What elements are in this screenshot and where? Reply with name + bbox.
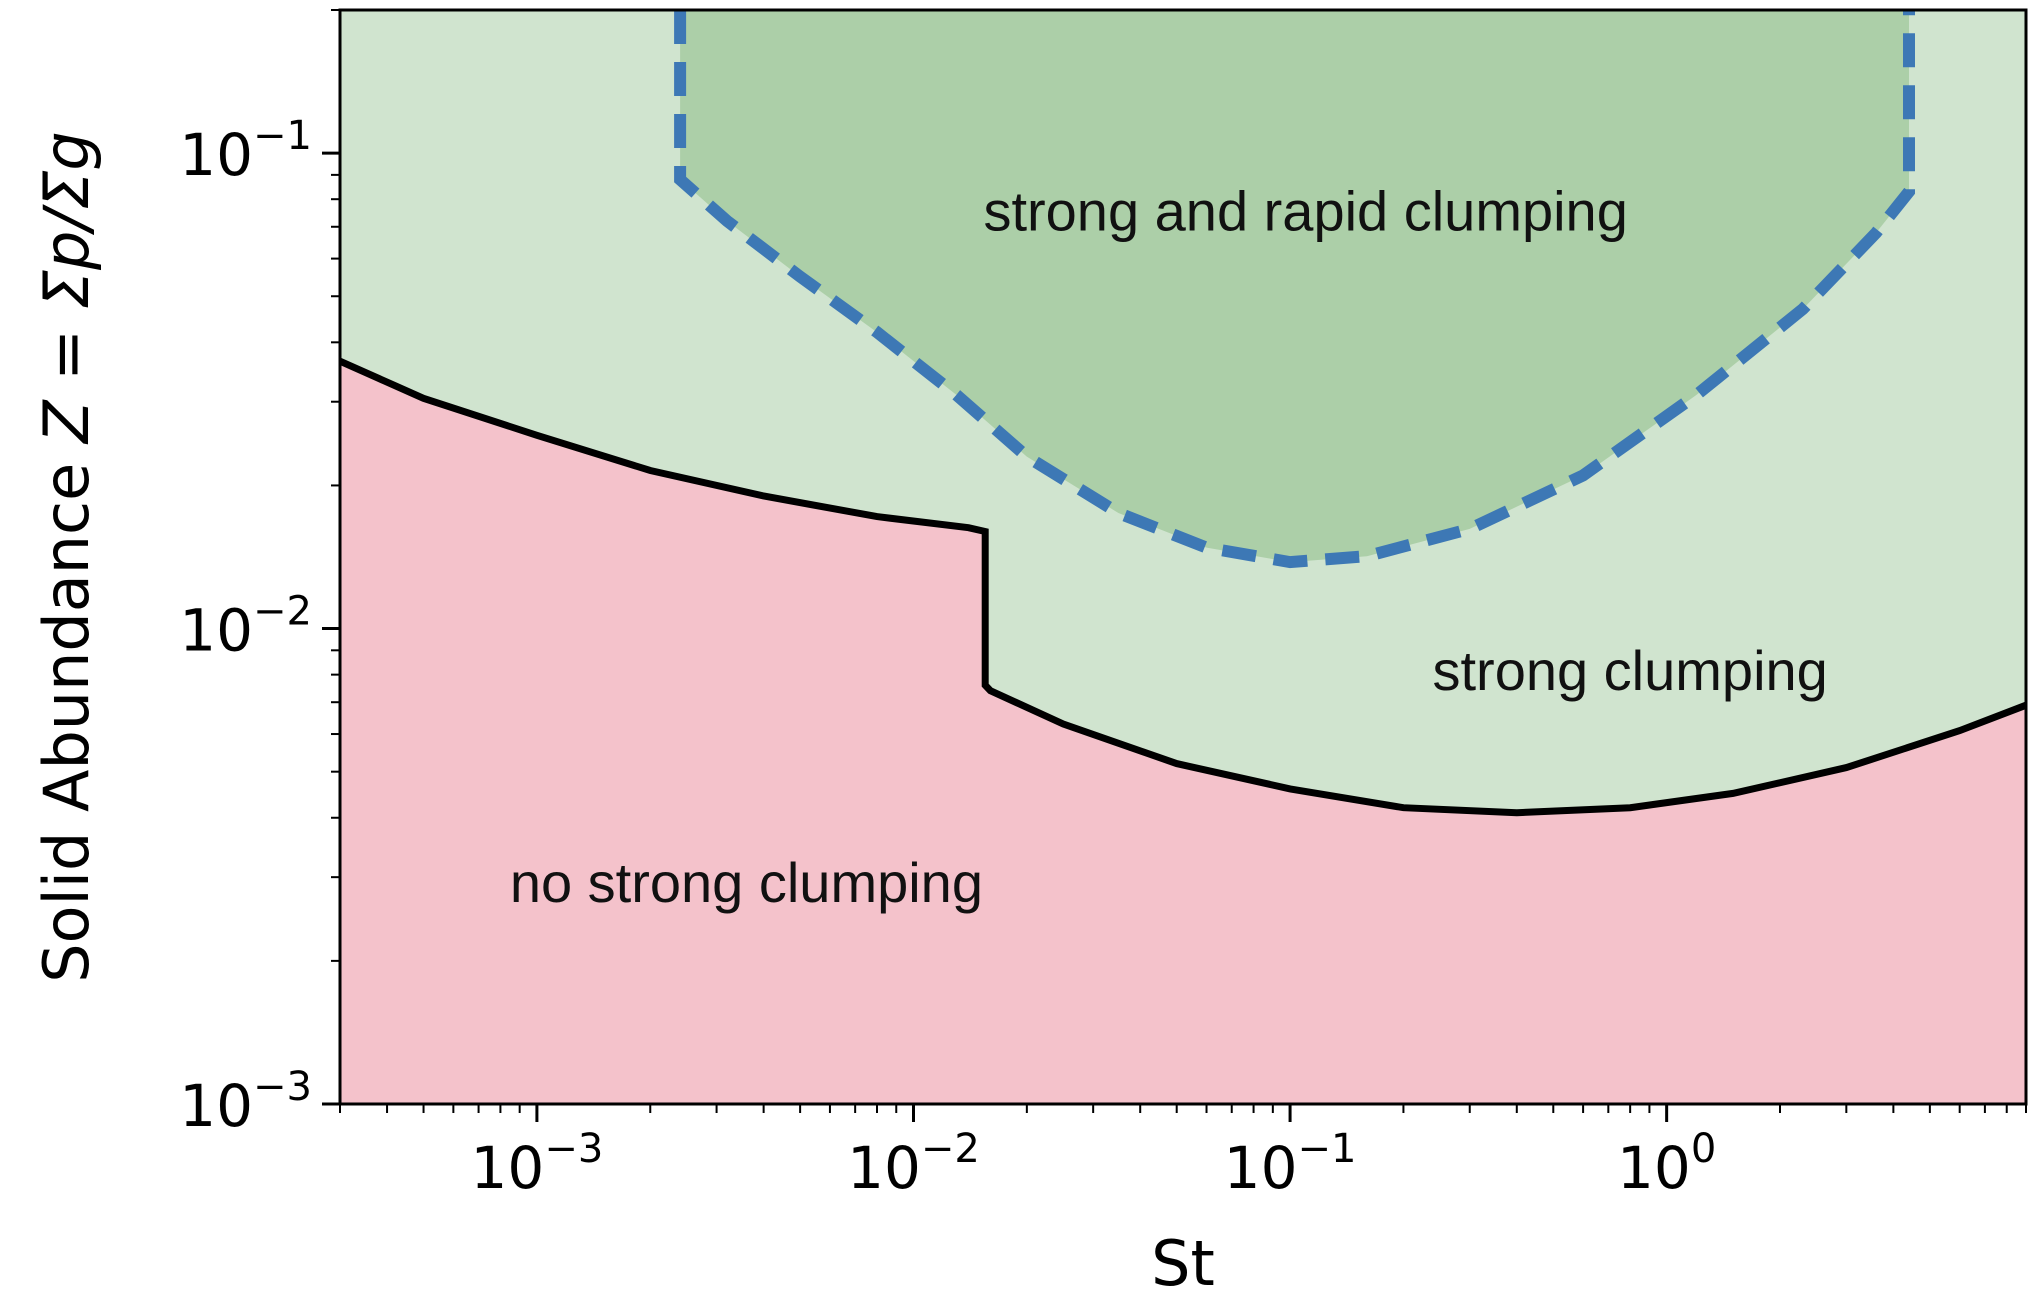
y-axis-label: Solid Abundance Z = Σp/Σg [30, 131, 103, 983]
x-tick-label: 10−3 [471, 1126, 604, 1202]
y-tick-label: 10−2 [179, 589, 312, 665]
axis-ticks [322, 9, 2027, 1122]
y-axis-label-text: Solid Abundance [30, 443, 103, 983]
y-axis-label-math: Z = Σp/Σg [30, 131, 103, 445]
strong-clumping-boundary-line [340, 358, 2026, 817]
region-label-strong-and-rapid: strong and rapid clumping [983, 180, 1627, 243]
rapid-clumping-boundary-line [674, 10, 1915, 569]
y-tick-label: 10−3 [179, 1064, 312, 1140]
strong-and-rapid-clumping-region [680, 10, 1909, 563]
no-strong-clumping-region [340, 361, 2026, 1104]
axis-tick-labels: 10−3 10−2 10−1 100 10−3 10−2 10−1 [179, 113, 1716, 1202]
x-tick-label: 10−2 [847, 1126, 980, 1202]
region-label-no-strong: no strong clumping [510, 851, 983, 914]
y-tick-label: 10−1 [179, 113, 312, 189]
x-tick-label: 10−1 [1224, 1126, 1357, 1202]
plot-frame [338, 8, 2028, 1106]
x-tick-label: 100 [1617, 1126, 1716, 1202]
region-label-strong: strong clumping [1432, 639, 1827, 702]
x-axis-label: St [1151, 1227, 1215, 1294]
